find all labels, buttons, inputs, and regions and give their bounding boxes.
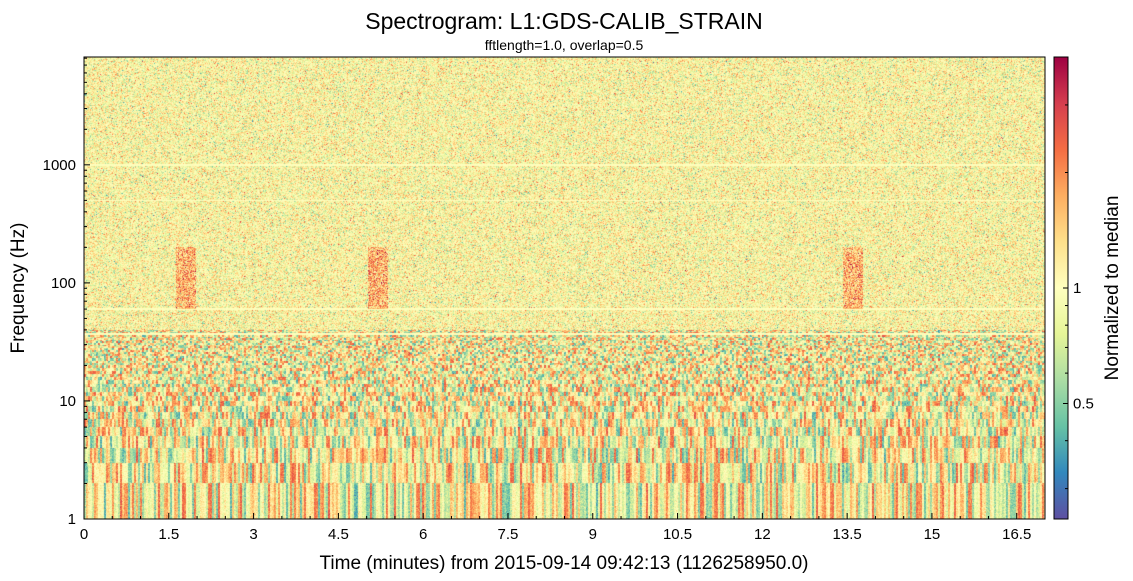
x-tick-label: 9 — [589, 526, 597, 543]
y-tick-label: 1000 — [43, 157, 76, 174]
x-tick-label: 15 — [924, 526, 941, 543]
y-axis-ticks: 1 10 100 1000 — [43, 57, 90, 528]
x-tick-label: 12 — [754, 526, 771, 543]
spectrogram-heatmap-image — [84, 57, 1045, 519]
x-tick-label: 16.5 — [1002, 526, 1031, 543]
x-tick-label: 4.5 — [328, 526, 349, 543]
chart-subtitle: fftlength=1.0, overlap=0.5 — [485, 37, 644, 53]
colorbar-label: Normalized to median — [1102, 196, 1123, 381]
spectrogram-heatmap — [84, 57, 1045, 519]
x-tick-label: 3 — [249, 526, 257, 543]
x-tick-label: 7.5 — [498, 526, 519, 543]
colorbar-ticks: 0.51 — [1063, 104, 1094, 490]
x-axis-ticks: 0 1.5 3 4.5 6 7.5 9 10.5 12 13.5 15 16.5 — [80, 513, 1046, 543]
y-tick-label: 1 — [68, 511, 76, 528]
colorbar-tick-label: 0.5 — [1073, 396, 1094, 413]
x-tick-label: 0 — [80, 526, 88, 543]
y-tick-label: 10 — [59, 393, 76, 410]
x-tick-label: 6 — [419, 526, 427, 543]
x-tick-label: 1.5 — [158, 526, 179, 543]
colorbar-tick-label: 1 — [1073, 280, 1081, 297]
chart-title: Spectrogram: L1:GDS-CALIB_STRAIN — [365, 8, 763, 34]
x-tick-label: 10.5 — [663, 526, 692, 543]
y-tick-label: 100 — [51, 275, 76, 292]
y-axis-label: Frequency (Hz) — [8, 223, 29, 354]
x-tick-label: 13.5 — [833, 526, 862, 543]
x-axis-label: Time (minutes) from 2015-09-14 09:42:13 … — [320, 553, 809, 574]
